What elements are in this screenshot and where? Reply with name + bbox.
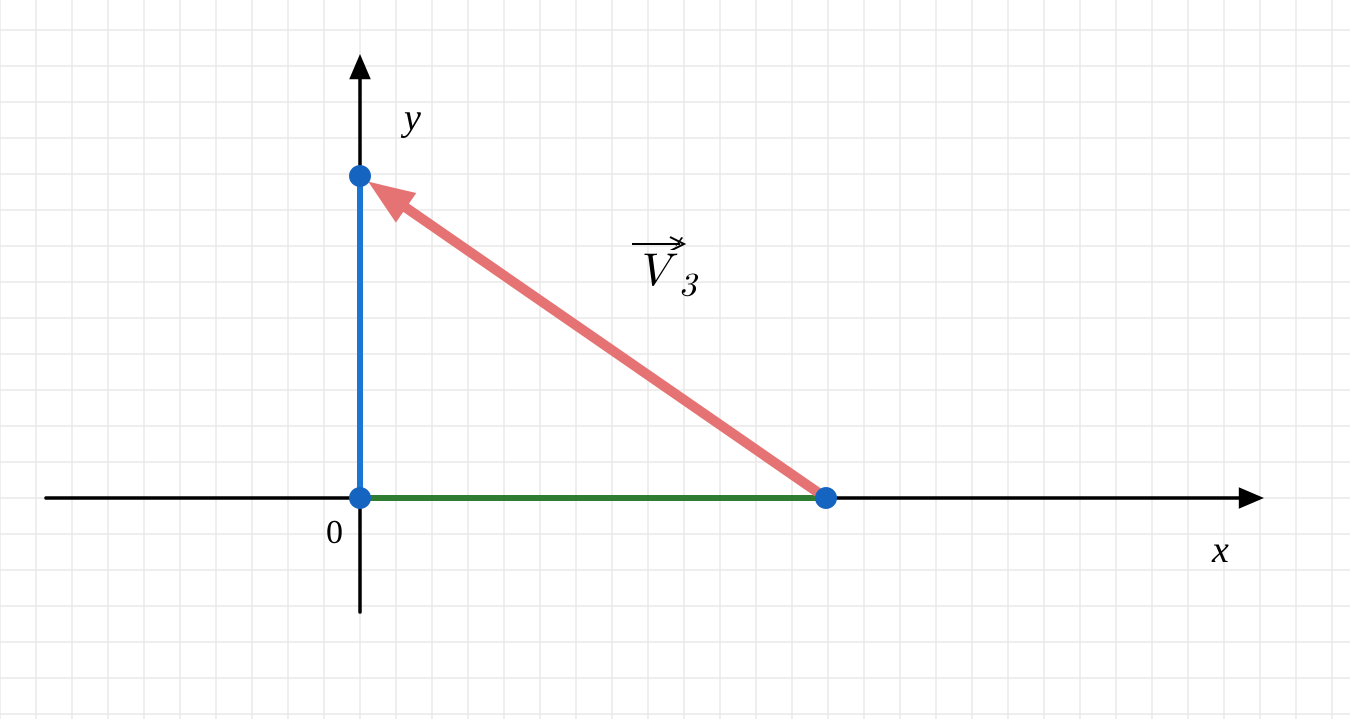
vector-diagram-svg <box>0 0 1350 719</box>
vector-layer <box>368 182 826 498</box>
x-axis-label: x <box>1212 528 1229 572</box>
diagram-stage: x y 0 V ′3 <box>0 0 1350 719</box>
origin-label: 0 <box>326 514 343 552</box>
y-axis-label: y <box>404 96 421 140</box>
grid-layer <box>0 0 1350 719</box>
vector-letter: V <box>636 248 671 294</box>
vector-v3-label: V ′3 <box>636 248 696 294</box>
vector-prime: ′ <box>671 237 680 266</box>
vector-subscript: 3 <box>679 270 696 303</box>
